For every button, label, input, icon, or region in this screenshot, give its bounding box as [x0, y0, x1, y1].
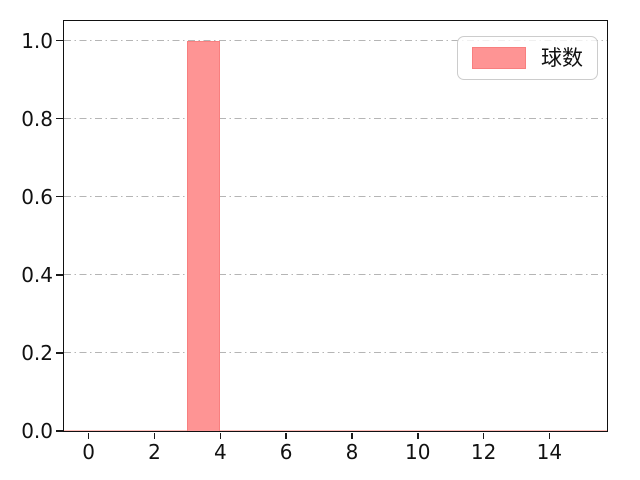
y-tick-label: 0.0	[21, 419, 53, 443]
x-tick-mark	[351, 432, 353, 439]
legend: 球数	[457, 36, 598, 80]
y-tick-label: 1.0	[21, 28, 53, 53]
histogram-bar	[187, 40, 221, 431]
y-tick-mark	[56, 430, 63, 432]
baseline-highlight	[64, 429, 607, 431]
legend-swatch	[472, 47, 526, 69]
x-tick-label: 2	[148, 440, 161, 464]
y-tick-label: 0.6	[21, 184, 53, 209]
y-gridline	[64, 274, 607, 276]
y-tick-label: 0.2	[21, 340, 53, 365]
x-tick-label: 14	[536, 440, 563, 464]
y-tick-label: 0.8	[21, 106, 53, 131]
y-gridline	[64, 352, 607, 354]
x-tick-mark	[219, 432, 222, 439]
x-tick-mark	[417, 432, 419, 439]
x-tick-mark	[482, 432, 485, 439]
x-tick-mark	[285, 432, 287, 439]
x-tick-label: 4	[213, 440, 227, 464]
legend-label: 球数	[541, 45, 583, 70]
x-tick-label: 10	[405, 440, 431, 464]
x-tick-label: 12	[470, 440, 497, 464]
x-tick-mark	[153, 432, 156, 439]
plot-area: 14 12 10 8 6 4 2 0 1.0 0.8 0.6 0.4 0.2 0.0 球数	[21, 20, 608, 462]
y-tick-label: 0.4	[21, 262, 53, 287]
y-tick-mark	[56, 117, 63, 120]
y-gridline	[64, 118, 607, 120]
x-tick-label: 8	[345, 440, 359, 464]
x-tick-mark	[548, 432, 551, 439]
y-gridline	[64, 40, 607, 42]
y-tick-mark	[56, 39, 63, 42]
y-tick-mark	[56, 274, 63, 276]
x-tick-label: 0	[82, 440, 96, 464]
y-tick-mark	[56, 195, 63, 198]
x-tick-label: 6	[279, 440, 293, 464]
x-tick-mark	[87, 432, 90, 439]
y-tick-mark	[56, 352, 63, 354]
y-gridline	[64, 196, 607, 198]
